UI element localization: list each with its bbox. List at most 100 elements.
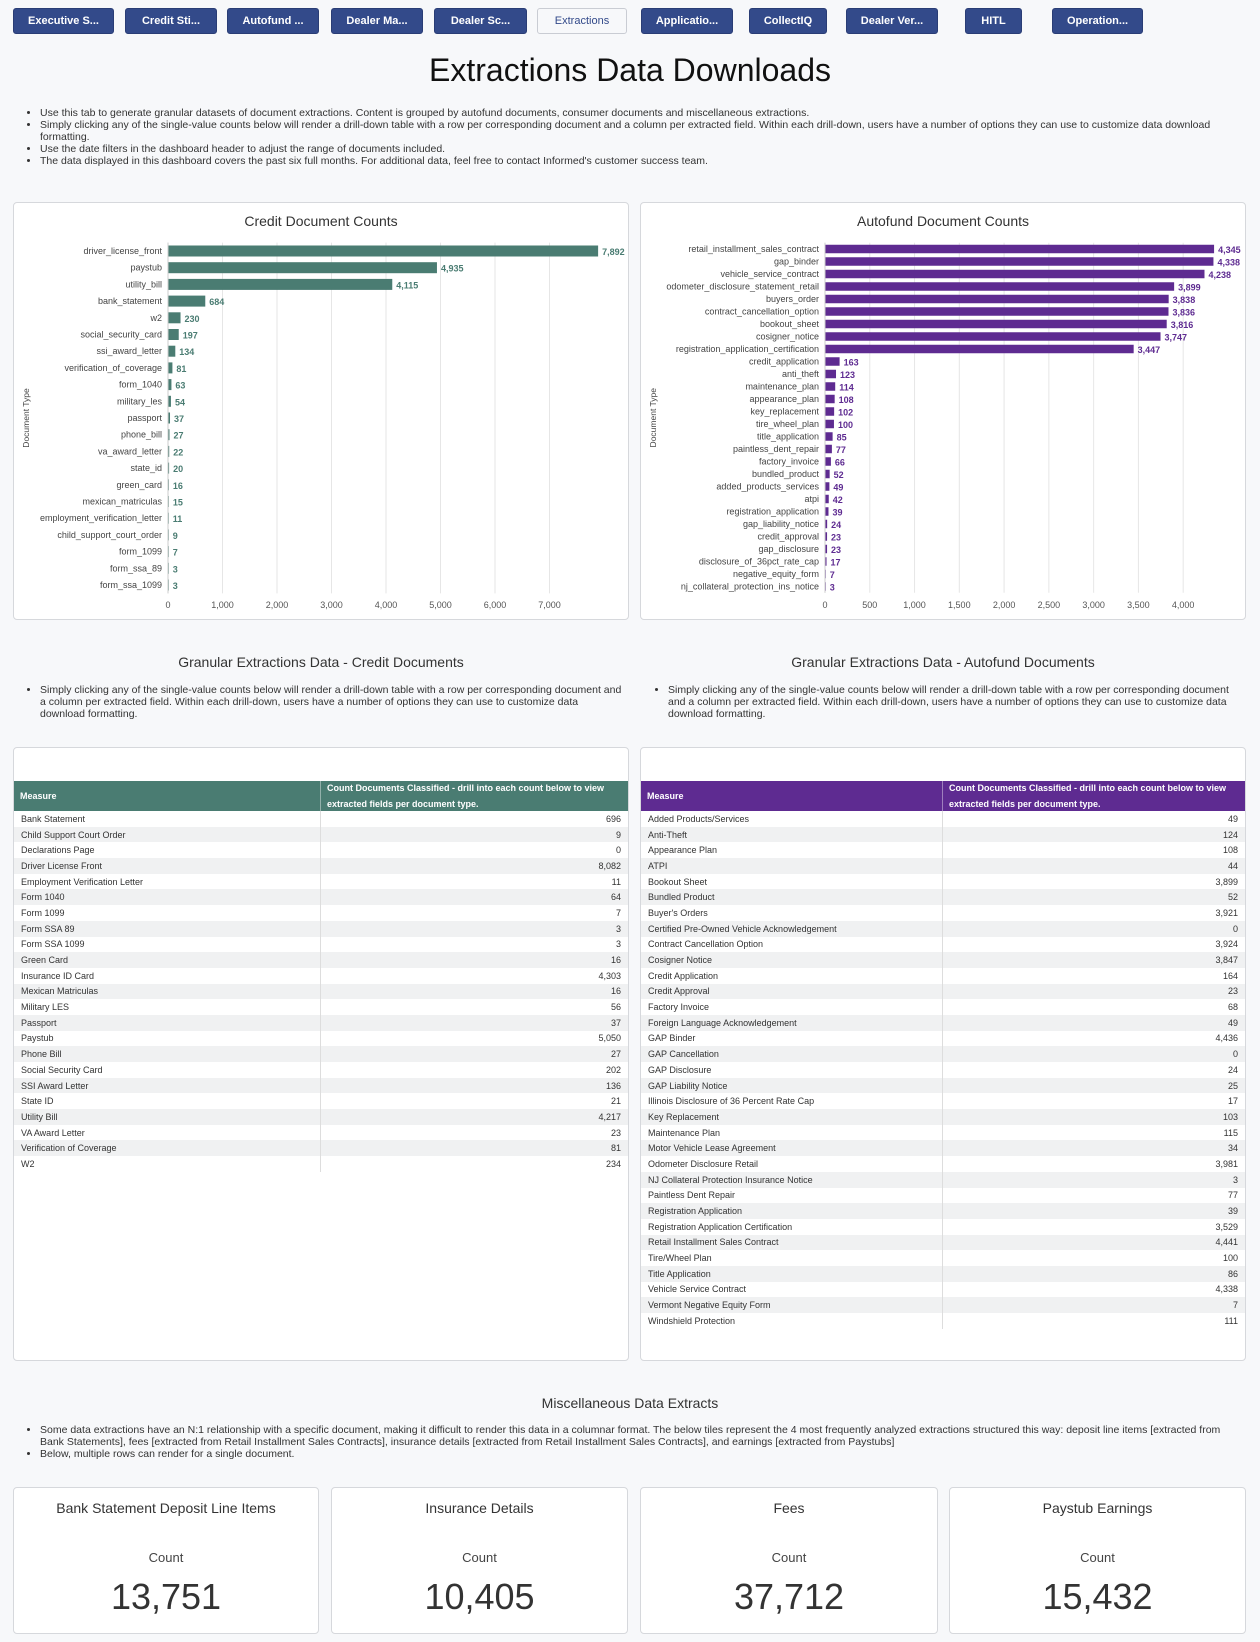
count-cell[interactable]: 9 xyxy=(615,829,621,840)
count-cell[interactable]: 52 xyxy=(1227,892,1238,903)
bar[interactable] xyxy=(825,444,832,454)
count-cell[interactable]: 164 xyxy=(1222,970,1238,981)
bar[interactable] xyxy=(168,278,393,290)
count-cell[interactable]: 49 xyxy=(1227,813,1238,824)
tab-dealer-ma[interactable]: Dealer Ma... xyxy=(331,8,423,34)
count-cell[interactable]: 86 xyxy=(1227,1268,1238,1279)
count-cell[interactable]: 108 xyxy=(1222,845,1238,856)
bar[interactable] xyxy=(825,407,835,416)
bar[interactable] xyxy=(168,262,437,274)
count-cell[interactable]: 234 xyxy=(605,1158,621,1169)
bar[interactable] xyxy=(825,482,830,491)
bar[interactable] xyxy=(825,332,1161,341)
count-cell[interactable]: 0 xyxy=(615,845,621,856)
count-cell[interactable]: 696 xyxy=(605,813,621,824)
tab-dealer-sc[interactable]: Dealer Sc... xyxy=(434,8,527,34)
kpi-bank-statement-deposit-line-items[interactable]: Bank Statement Deposit Line Items Count … xyxy=(13,1487,319,1634)
count-cell[interactable]: 3,847 xyxy=(1215,955,1238,966)
bar[interactable] xyxy=(168,345,176,357)
bar[interactable] xyxy=(825,507,829,516)
bar[interactable] xyxy=(825,319,1167,329)
bar[interactable] xyxy=(825,544,828,554)
count-cell[interactable]: 81 xyxy=(610,1143,621,1154)
bar[interactable] xyxy=(825,257,1214,266)
count-cell[interactable]: 23 xyxy=(610,1127,621,1138)
count-cell[interactable]: 3 xyxy=(1232,1174,1238,1185)
count-cell[interactable]: 4,441 xyxy=(1215,1237,1238,1248)
count-cell[interactable]: 3 xyxy=(615,923,621,934)
count-cell[interactable]: 4,217 xyxy=(598,1111,621,1122)
count-cell[interactable]: 17 xyxy=(1227,1096,1238,1107)
count-cell[interactable]: 68 xyxy=(1227,1002,1238,1013)
count-cell[interactable]: 136 xyxy=(605,1080,621,1091)
count-cell[interactable]: 3,981 xyxy=(1215,1158,1238,1169)
count-cell[interactable]: 100 xyxy=(1222,1253,1238,1264)
bar[interactable] xyxy=(825,282,1175,291)
tab-credit-stips[interactable]: Credit Sti... xyxy=(125,8,217,34)
kpi-value[interactable]: 37,712 xyxy=(733,1576,845,1617)
count-cell[interactable]: 8,082 xyxy=(598,860,621,871)
count-cell[interactable]: 202 xyxy=(605,1064,621,1075)
count-cell[interactable]: 44 xyxy=(1227,860,1238,871)
tab-extractions[interactable]: Extractions xyxy=(537,8,627,34)
bar[interactable] xyxy=(168,379,172,391)
column-header-count[interactable]: Count Documents Classified - drill into … xyxy=(327,783,605,809)
tab-executive-summary[interactable]: Executive S... xyxy=(13,8,114,34)
count-cell[interactable]: 103 xyxy=(1222,1111,1238,1122)
count-cell[interactable]: 3,924 xyxy=(1215,939,1238,950)
count-cell[interactable]: 37 xyxy=(610,1017,621,1028)
bar[interactable] xyxy=(825,344,1134,354)
bar[interactable] xyxy=(168,329,179,340)
bar[interactable] xyxy=(825,519,828,529)
count-cell[interactable]: 111 xyxy=(1224,1315,1238,1326)
bar[interactable] xyxy=(825,419,834,429)
bar[interactable] xyxy=(825,557,827,566)
bar[interactable] xyxy=(168,412,171,424)
count-cell[interactable]: 77 xyxy=(1227,1190,1238,1201)
count-cell[interactable]: 16 xyxy=(610,986,621,997)
count-cell[interactable]: 0 xyxy=(1232,923,1238,934)
count-cell[interactable]: 4,303 xyxy=(598,970,621,981)
count-cell[interactable]: 124 xyxy=(1222,829,1238,840)
tab-dealer-verification[interactable]: Dealer Ver... xyxy=(846,8,938,34)
bar[interactable] xyxy=(168,462,170,474)
count-cell[interactable]: 3,529 xyxy=(1215,1221,1238,1232)
count-cell[interactable]: 49 xyxy=(1227,1017,1238,1028)
bar[interactable] xyxy=(825,532,828,541)
bar[interactable] xyxy=(825,432,833,441)
count-cell[interactable]: 64 xyxy=(610,892,621,903)
kpi-insurance-details[interactable]: Insurance Details Count 10,405 xyxy=(331,1487,628,1634)
bar[interactable] xyxy=(825,369,837,379)
bar[interactable] xyxy=(168,362,173,374)
bar[interactable] xyxy=(825,457,831,466)
bar[interactable] xyxy=(825,469,830,479)
bar[interactable] xyxy=(168,395,171,407)
count-cell[interactable]: 27 xyxy=(610,1049,621,1060)
count-cell[interactable]: 7 xyxy=(615,907,621,918)
count-cell[interactable]: 7 xyxy=(1232,1300,1238,1311)
tab-hitl[interactable]: HITL xyxy=(965,8,1022,34)
count-cell[interactable]: 34 xyxy=(1227,1143,1238,1154)
count-cell[interactable]: 23 xyxy=(1227,986,1238,997)
kpi-fees[interactable]: Fees Count 37,712 xyxy=(640,1487,938,1634)
kpi-paystub-earnings[interactable]: Paystub Earnings Count 15,432 xyxy=(949,1487,1246,1634)
bar[interactable] xyxy=(825,382,836,391)
count-cell[interactable]: 4,436 xyxy=(1215,1033,1238,1044)
column-header-measure[interactable]: Measure xyxy=(14,781,321,811)
kpi-value[interactable]: 10,405 xyxy=(424,1576,535,1617)
kpi-value[interactable]: 13,751 xyxy=(110,1576,222,1617)
kpi-value[interactable]: 15,432 xyxy=(1042,1576,1153,1617)
count-cell[interactable]: 3 xyxy=(615,939,621,950)
count-cell[interactable]: 115 xyxy=(1223,1127,1238,1138)
count-cell[interactable]: 0 xyxy=(1232,1049,1238,1060)
bar[interactable] xyxy=(168,445,170,457)
count-cell[interactable]: 3,899 xyxy=(1215,876,1238,887)
count-cell[interactable]: 25 xyxy=(1227,1080,1238,1091)
bar[interactable] xyxy=(825,394,835,404)
bar[interactable] xyxy=(825,494,829,504)
count-cell[interactable]: 3,921 xyxy=(1215,907,1238,918)
bar[interactable] xyxy=(168,312,181,324)
bar[interactable] xyxy=(825,244,1215,254)
bar[interactable] xyxy=(825,269,1205,279)
count-cell[interactable]: 39 xyxy=(1227,1206,1238,1217)
